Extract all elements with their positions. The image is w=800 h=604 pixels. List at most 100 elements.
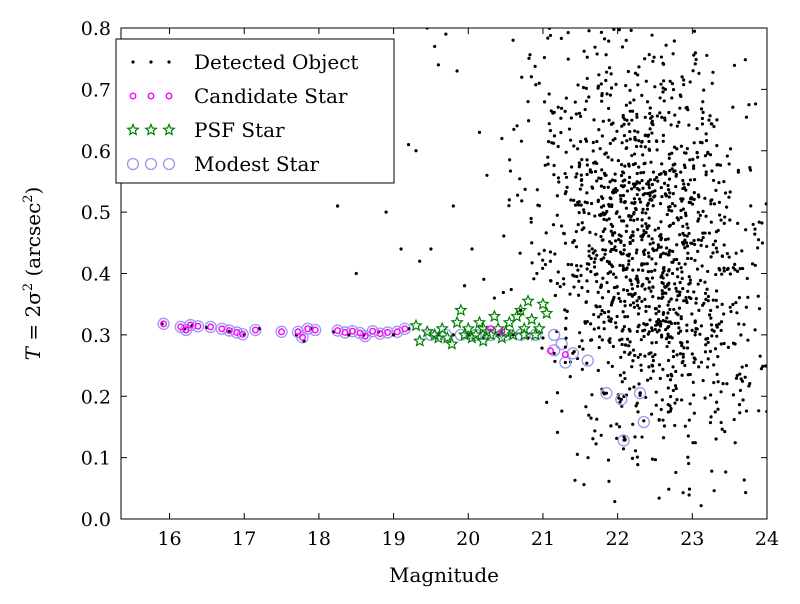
x-tick-label-5: 21 (531, 528, 555, 550)
detected-object-point (592, 118, 596, 122)
detected-object-point (599, 234, 603, 239)
detected-object-point (668, 409, 673, 413)
detected-object-point (624, 267, 628, 272)
detected-object-point (577, 344, 582, 349)
detected-object-point (716, 355, 720, 359)
detected-object-point (601, 238, 605, 242)
detected-object-point (692, 164, 696, 168)
detected-object-point (664, 252, 668, 256)
detected-object-point (719, 218, 723, 222)
detected-object-point (715, 163, 719, 167)
detected-object-point (541, 266, 545, 270)
detected-object-point (639, 368, 643, 372)
detected-object-point (555, 430, 560, 434)
detected-object-point (595, 179, 599, 183)
detected-object-point (668, 204, 672, 209)
detected-object-point (555, 281, 559, 286)
detected-object-point (606, 155, 610, 159)
detected-object-point (704, 297, 708, 301)
detected-object-point (627, 262, 631, 266)
detected-object-point (624, 343, 628, 347)
detected-object-point (633, 129, 637, 133)
detected-object-point (666, 283, 670, 287)
detected-object-point (699, 238, 704, 242)
detected-object-point (685, 234, 689, 238)
psf-star-point-26 (521, 294, 535, 307)
x-tick-label-7: 23 (680, 528, 704, 550)
detected-object-point (687, 461, 691, 466)
detected-object-point (580, 228, 584, 232)
detected-object-point (585, 279, 589, 283)
detected-object-point (733, 268, 737, 272)
detected-object-point (657, 418, 661, 422)
detected-object-point (547, 122, 551, 126)
detected-object-point (671, 355, 676, 359)
detected-object-point (559, 224, 564, 228)
detected-object-point (653, 189, 657, 193)
detected-object-point (597, 326, 601, 330)
detected-object-point (682, 182, 686, 186)
detected-object-point (583, 107, 587, 112)
detected-object-point (641, 193, 645, 197)
detected-object-point (613, 321, 618, 325)
detected-object-point (697, 308, 701, 312)
detected-object-point (646, 251, 651, 255)
x-tick-label-3: 19 (381, 528, 405, 550)
detected-object-point (666, 358, 671, 363)
detected-object-point (625, 146, 629, 150)
detected-object-point (551, 111, 555, 115)
psf-star-point-9 (457, 327, 472, 341)
detected-object-point (575, 172, 579, 176)
detected-object-point (615, 436, 619, 440)
detected-object-point (667, 156, 671, 160)
modest-star-point-34 (548, 328, 561, 342)
detected-object-point (652, 55, 656, 59)
modest-star-point-42 (633, 387, 647, 400)
detected-object-point (632, 185, 636, 189)
detected-object-point-39 (406, 143, 411, 147)
y-tick-label-5: 0.5 (81, 202, 111, 224)
detected-object-point (542, 248, 546, 252)
detected-object-point (667, 195, 671, 199)
psf-star-point-24 (513, 303, 528, 317)
detected-object-point (553, 293, 557, 298)
detected-object-point (701, 235, 705, 240)
detected-object-point (650, 341, 654, 345)
detected-object-point (603, 311, 607, 315)
detected-object-point (635, 274, 639, 278)
detected-object-point (630, 456, 635, 460)
detected-object-point (668, 335, 672, 339)
detected-object-point (595, 52, 599, 56)
detected-object-point (696, 249, 700, 253)
detected-object-point (569, 138, 573, 142)
detected-object-point (600, 91, 604, 96)
detected-object-point (633, 71, 638, 75)
detected-object-point (647, 234, 651, 238)
modest-star-point-28 (454, 328, 467, 342)
detected-object-point (681, 491, 685, 495)
detected-object-point (578, 187, 582, 191)
detected-object-point (623, 376, 627, 381)
detected-object-point (610, 264, 615, 269)
detected-object-point (640, 211, 644, 215)
detected-object-point (658, 255, 663, 259)
detected-object-point (743, 58, 747, 62)
detected-object-point (662, 99, 666, 103)
detected-object-point (630, 294, 634, 298)
detected-object-point (584, 99, 589, 103)
detected-object-point-21 (511, 333, 515, 337)
detected-object-point (767, 468, 770, 471)
detected-object-point (672, 307, 676, 312)
detected-object-point (628, 109, 632, 113)
detected-object-point (648, 127, 652, 131)
detected-object-point (706, 299, 710, 303)
detected-object-point (648, 242, 652, 246)
detected-object-point (723, 215, 727, 219)
detected-object-point (633, 291, 637, 296)
candidate-star-point-5 (207, 323, 215, 331)
detected-object-point (582, 49, 586, 53)
detected-object-point (583, 200, 587, 204)
candidate-star-point-8 (233, 328, 241, 336)
detected-object-point (695, 151, 699, 155)
detected-object-point (642, 262, 647, 266)
